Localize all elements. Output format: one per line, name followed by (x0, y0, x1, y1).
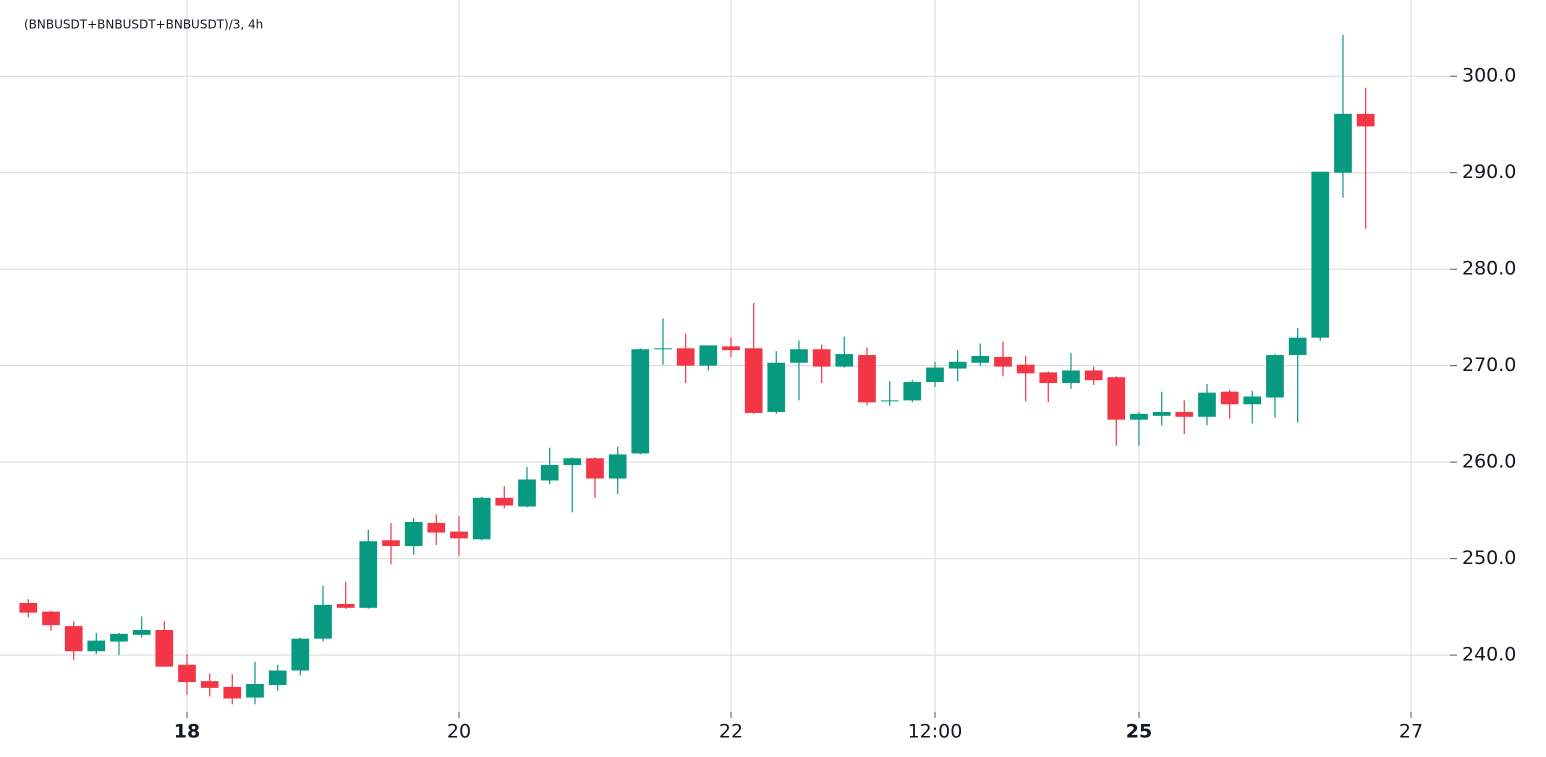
candle-body (404, 521, 423, 547)
candle-body (450, 531, 468, 539)
candle-body (767, 362, 786, 412)
candle-body (1288, 337, 1307, 356)
candle-body (64, 626, 83, 652)
y-tick-label: 260.0 (1462, 451, 1516, 473)
y-tick-label: 300.0 (1462, 65, 1516, 87)
x-tick-label: 12:00 (908, 721, 963, 743)
candle-body (314, 604, 332, 639)
candle-body (722, 346, 740, 351)
chart-title: (BNBUSDT+BNBUSDT+BNBUSDT)/3, 4h (24, 18, 263, 32)
candle-body (699, 345, 718, 366)
candle-body (631, 349, 650, 454)
candle-body (586, 458, 604, 479)
candle-body (1243, 396, 1262, 405)
candle-body (880, 400, 899, 402)
candle-body (1220, 391, 1239, 405)
candle-body (42, 611, 60, 626)
y-tick-label: 240.0 (1462, 644, 1516, 666)
candle-body (1356, 113, 1375, 127)
candle-body (1334, 113, 1352, 173)
candle-body (518, 479, 536, 507)
candle-body (246, 684, 264, 698)
candle-body (223, 686, 242, 699)
candle-body (1039, 372, 1058, 384)
y-tick-label: 270.0 (1462, 354, 1516, 376)
candle-body (472, 497, 491, 540)
candle-body (790, 349, 808, 363)
candle-body (1130, 413, 1148, 420)
y-tick-label: 250.0 (1462, 547, 1516, 569)
candle-body (1266, 355, 1284, 398)
candle-body (608, 454, 627, 479)
candle-body (971, 356, 990, 363)
candle-body (1107, 377, 1126, 420)
candle-body (812, 349, 831, 367)
candle-body (948, 361, 967, 369)
candle-body (540, 465, 559, 481)
candle-body (1311, 171, 1330, 338)
x-tick-label: 25 (1126, 721, 1152, 743)
candle-body (835, 354, 854, 367)
candle-body (654, 348, 672, 350)
candle-body (994, 356, 1012, 367)
candle-body (178, 664, 196, 683)
candle-body (744, 348, 763, 413)
candle-body (903, 382, 922, 401)
candle-body (926, 367, 944, 383)
candle-body (336, 603, 355, 608)
candle-body (268, 670, 287, 685)
candle-body (155, 629, 174, 667)
candle-body (676, 348, 695, 366)
candle-body (110, 633, 128, 642)
y-tick-label: 280.0 (1462, 258, 1516, 280)
candle-body (359, 541, 378, 608)
candle-body (1084, 370, 1103, 381)
candle-body (563, 458, 582, 466)
y-tick-label: 290.0 (1462, 161, 1516, 183)
candle-body (1152, 411, 1171, 416)
candle-body (1175, 411, 1194, 417)
x-tick-label: 22 (719, 721, 743, 743)
candle-body (1062, 370, 1080, 384)
x-tick-label: 20 (447, 721, 471, 743)
candle-body (382, 540, 400, 547)
candle-body (87, 640, 106, 652)
candle-body (132, 629, 151, 635)
candle-body (291, 638, 310, 671)
candle-body (200, 681, 219, 688)
candle-body (427, 522, 446, 533)
candle-body (858, 355, 876, 403)
x-tick-label: 18 (174, 721, 200, 743)
candle-body (1016, 364, 1035, 374)
candle-body (1198, 392, 1216, 417)
x-tick-label: 27 (1399, 721, 1423, 743)
candle-body (495, 497, 514, 506)
candle-body (19, 602, 38, 613)
